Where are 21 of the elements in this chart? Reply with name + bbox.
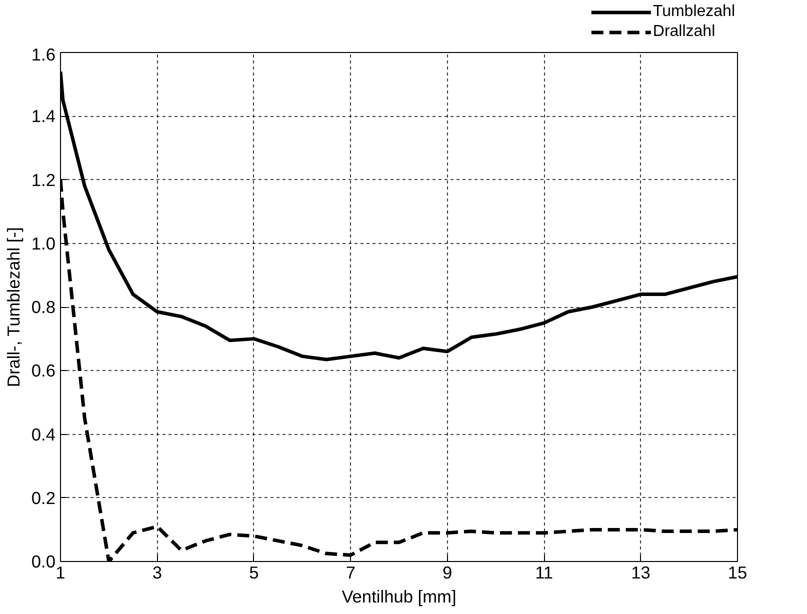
y-tick-label: 0.2	[31, 488, 56, 508]
legend-label: Drallzahl	[652, 23, 716, 41]
x-tick-label: 9	[442, 562, 452, 582]
x-tick-label: 1	[56, 562, 66, 582]
x-axis-title: Ventilhub [mm]	[342, 586, 456, 606]
y-tick-label: 1.0	[31, 233, 56, 254]
y-tick-label: 1.4	[31, 106, 56, 126]
y-tick-label: 0.8	[31, 297, 56, 317]
legend-label: Tumblezahl	[652, 3, 735, 21]
x-tick-label: 13	[631, 562, 650, 582]
y-tick-label: 1.2	[31, 170, 56, 190]
x-tick-label: 3	[152, 562, 162, 582]
x-tick-label: 11	[535, 562, 554, 582]
y-tick-label: 0.0	[31, 552, 56, 572]
y-tick-label: 0.6	[31, 360, 56, 381]
y-axis-title: Drall-, Tumblezahl [-]	[3, 227, 24, 388]
x-tick-label: 7	[346, 562, 356, 582]
x-tick-label: 5	[249, 562, 259, 582]
x-tick-label: 15	[728, 562, 748, 582]
y-tick-label: 1.6	[31, 44, 56, 64]
y-tick-label: 0.4	[31, 424, 56, 444]
